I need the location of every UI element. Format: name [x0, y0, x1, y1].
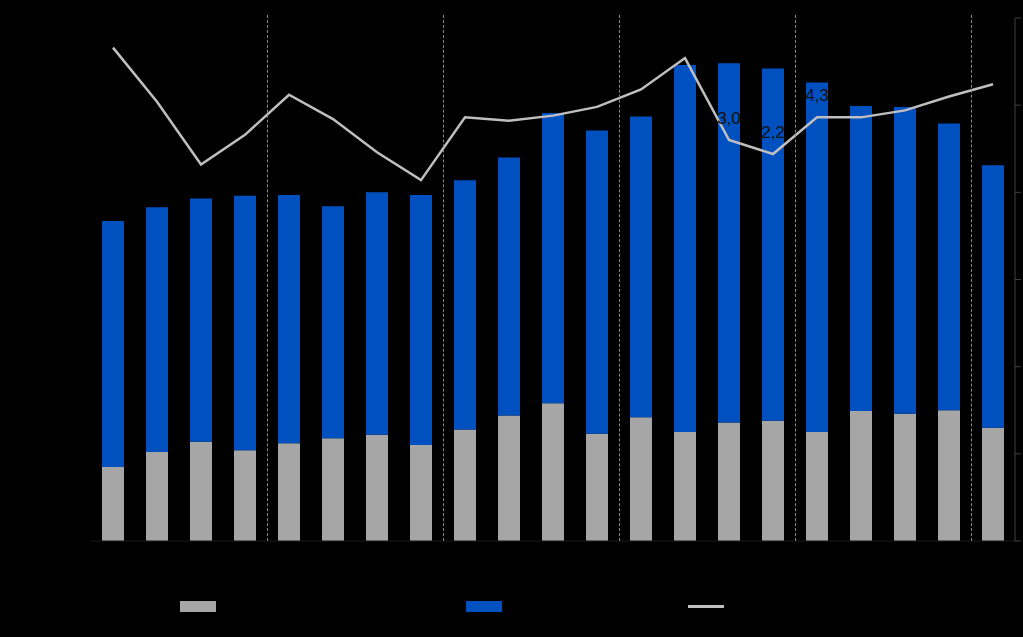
- svg-text:4,3: 4,3: [805, 86, 829, 105]
- svg-text:3,0: 3,0: [717, 109, 741, 128]
- svg-text:2,2: 2,2: [761, 123, 785, 142]
